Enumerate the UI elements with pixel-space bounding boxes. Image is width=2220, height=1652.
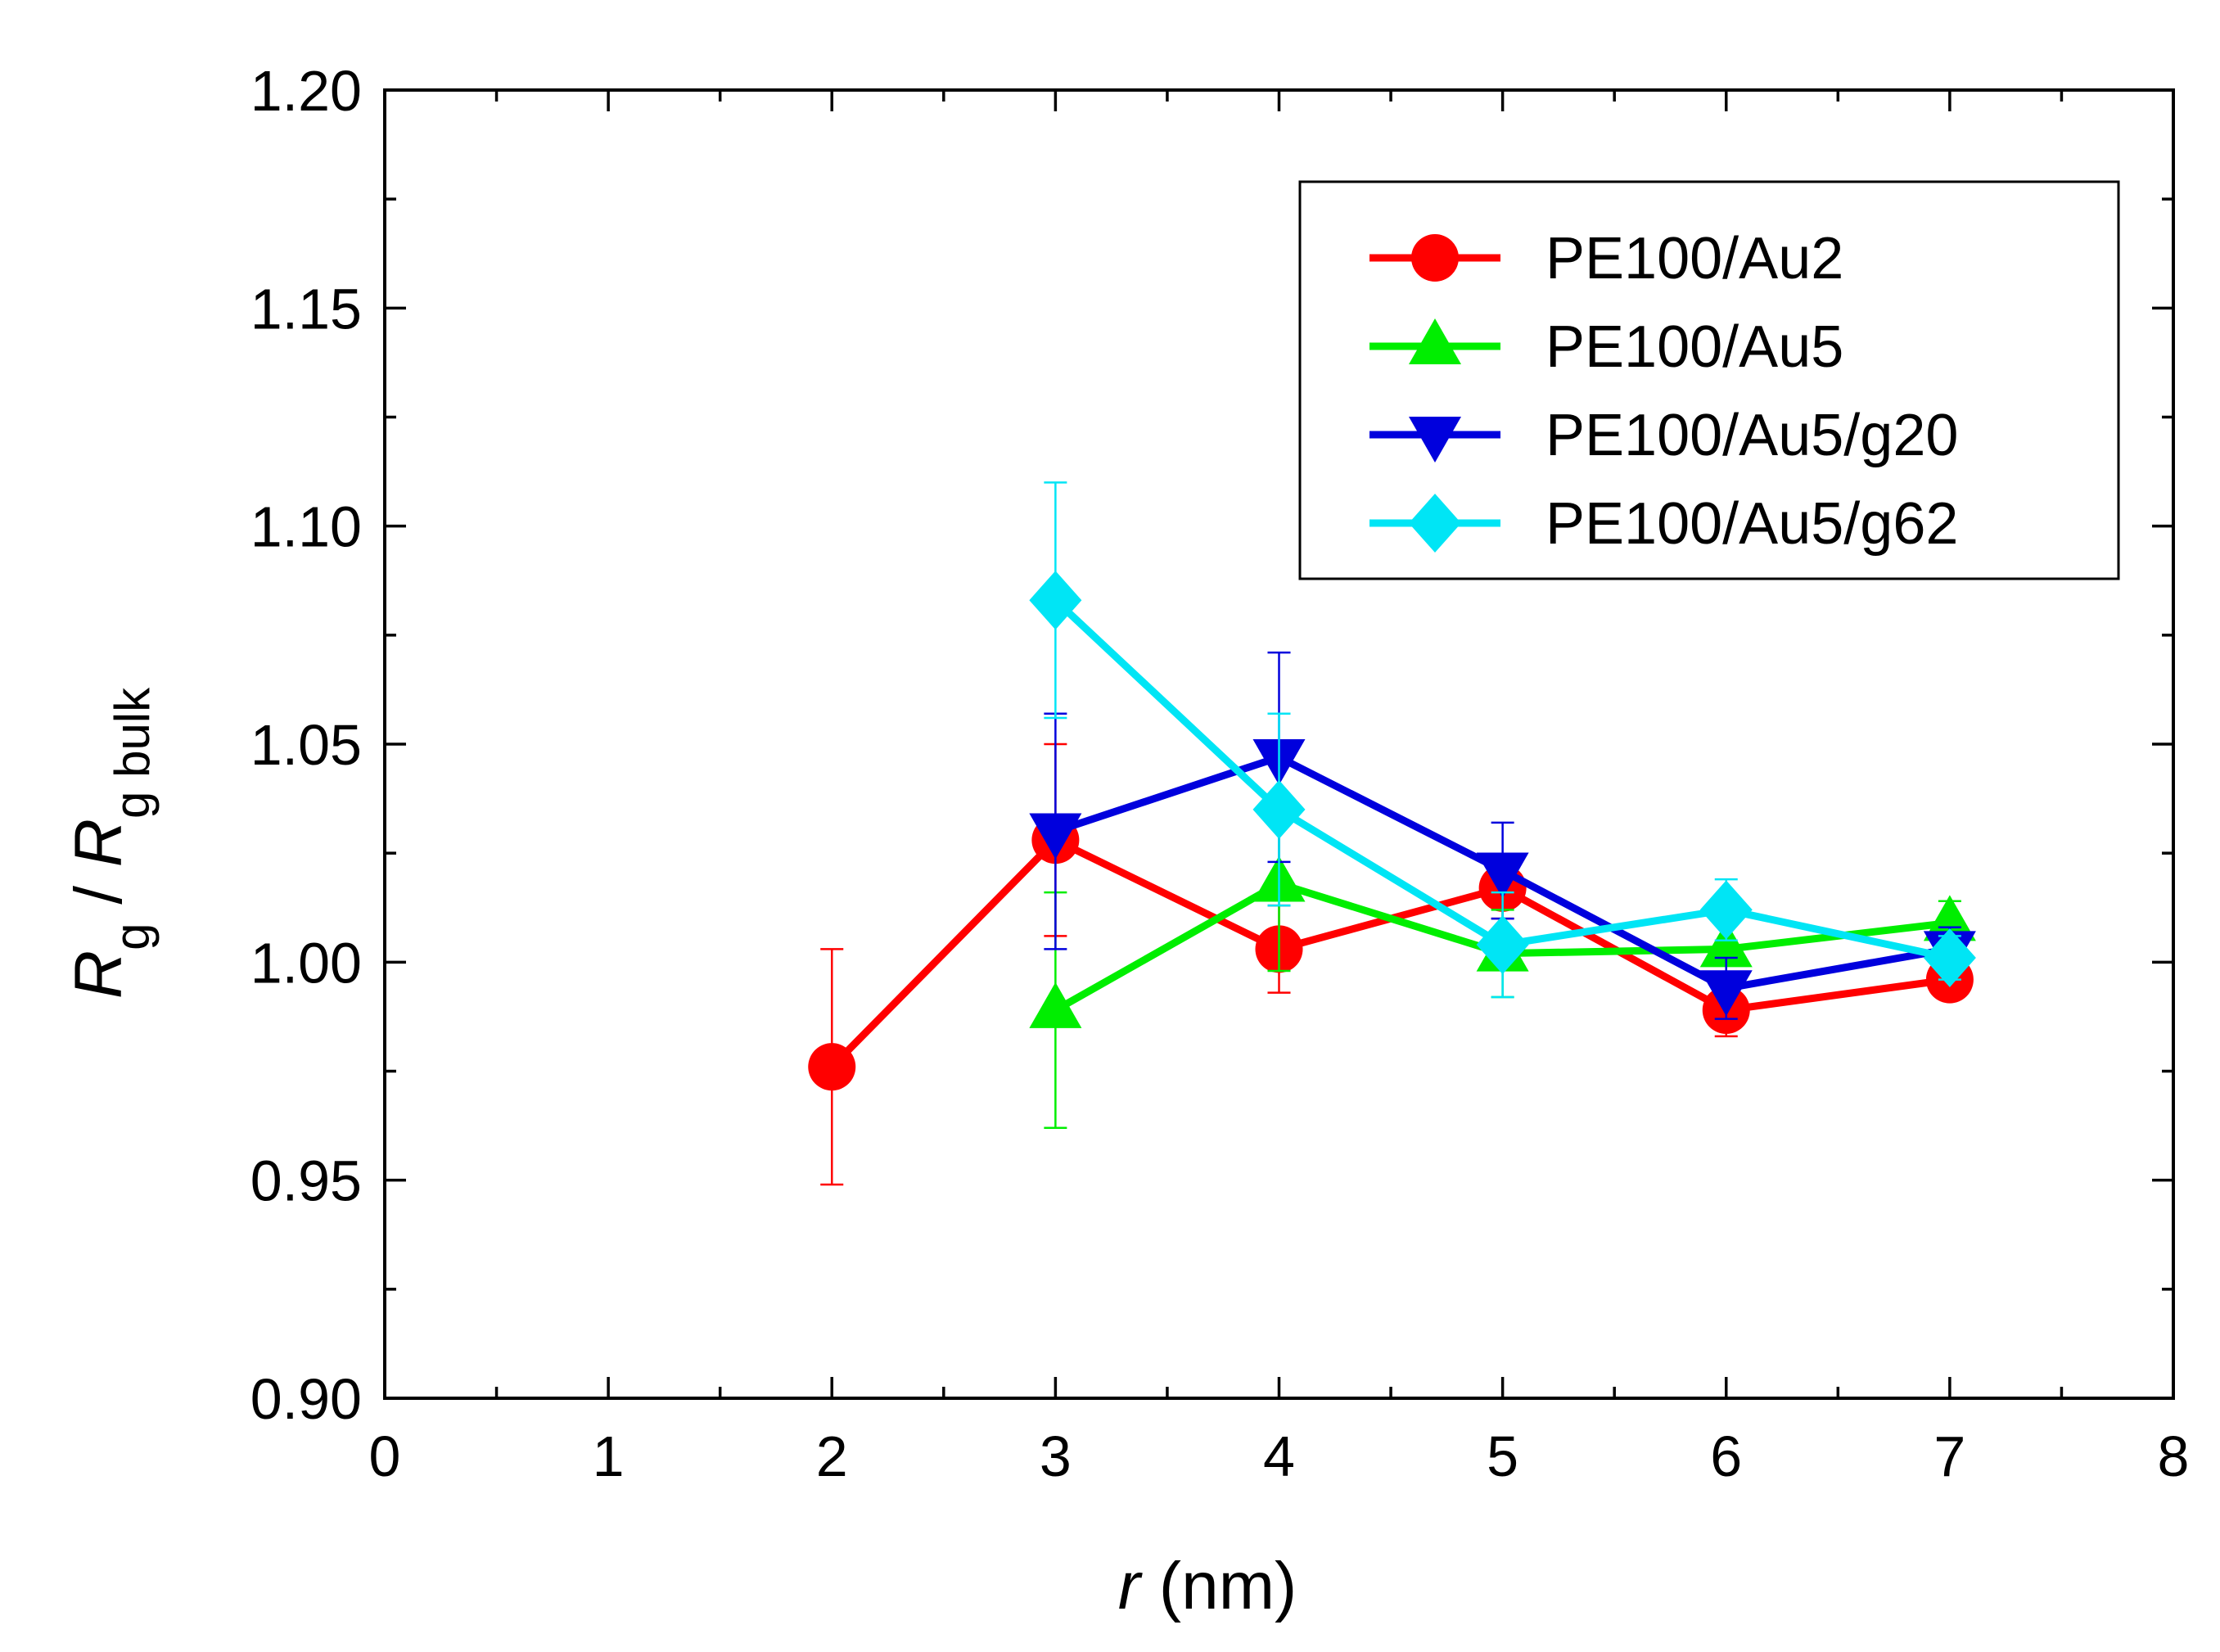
data-point (1252, 779, 1306, 839)
x-tick-label: 6 (1710, 1424, 1742, 1488)
series-layer (808, 481, 1976, 1186)
x-tick-label: 5 (1487, 1424, 1518, 1488)
legend: PE100/Au2 PE100/Au5 PE100/Au5/g20 PE100/Au5… (1298, 180, 2120, 580)
y-tick-label: 0.95 (250, 1149, 362, 1213)
data-point (1699, 921, 1753, 968)
x-axis-title: r (nm) (1118, 1549, 1297, 1623)
legend-label: PE100/Au5/g62 (1545, 491, 1958, 557)
x-tick-label: 7 (1933, 1424, 1965, 1488)
legend-item: PE100/Au5/g20 (1369, 403, 1958, 468)
legend-marker (1411, 234, 1459, 282)
legend-marker (1409, 318, 1461, 364)
x-tick-label: 4 (1263, 1424, 1295, 1488)
data-point (1029, 813, 1082, 860)
data-point (808, 1043, 856, 1091)
legend-item: PE100/Au2 (1369, 226, 1843, 291)
x-tick-label: 1 (593, 1424, 625, 1488)
data-point (1923, 928, 1976, 988)
y-tick-label: 1.05 (250, 713, 362, 777)
data-point (1699, 880, 1753, 940)
x-tick-label: 3 (1040, 1424, 1072, 1488)
y-tick-label: 1.15 (250, 277, 362, 341)
y-tick-label: 1.10 (250, 495, 362, 559)
x-tick-label: 2 (816, 1424, 848, 1488)
data-point (1923, 895, 1976, 941)
series-pe100-au5-g62 (1029, 481, 1976, 999)
y-axis-title: Rg / Rg bulk (61, 687, 160, 999)
legend-marker (1409, 494, 1461, 553)
legend-label: PE100/Au5/g20 (1545, 403, 1958, 468)
y-tick-label: 0.90 (250, 1367, 362, 1431)
data-point (1029, 571, 1082, 630)
data-point (1029, 982, 1082, 1028)
legend-label: PE100/Au5 (1545, 314, 1843, 380)
y-tick-label: 1.20 (250, 59, 362, 123)
legend-item: PE100/Au5 (1369, 314, 1843, 380)
legend-marker (1409, 417, 1461, 463)
legend-label: PE100/Au2 (1545, 226, 1843, 291)
data-point (1476, 915, 1529, 975)
x-axis-ticks: 0 1 2 3 4 5 6 7 8 (369, 90, 2190, 1488)
data-point (1476, 852, 1529, 899)
y-tick-label: 1.00 (250, 931, 362, 995)
data-point (1699, 970, 1753, 1017)
y-axis-ticks: 0.90 0.95 1.00 1.05 1.10 1.15 1.20 (250, 59, 2173, 1431)
x-tick-label: 8 (2158, 1424, 2190, 1488)
legend-item: PE100/Au5/g62 (1369, 491, 1958, 557)
x-tick-label: 0 (369, 1424, 401, 1488)
